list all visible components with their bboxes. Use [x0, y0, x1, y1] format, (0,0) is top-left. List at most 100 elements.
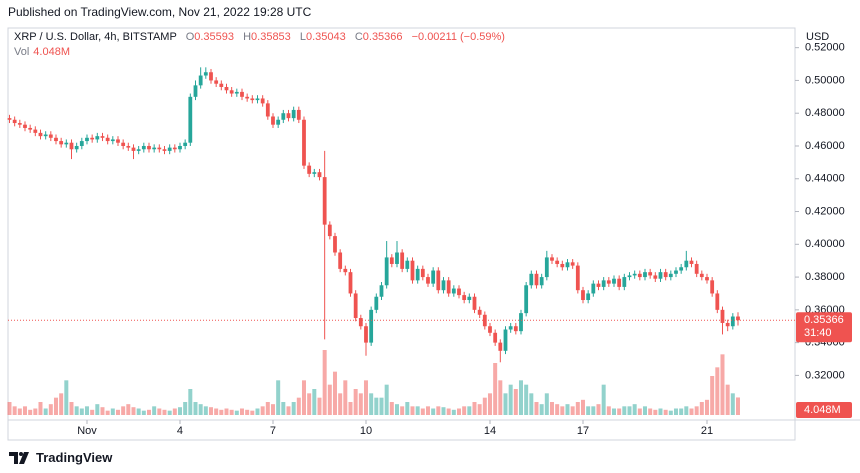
volume-bar: [353, 389, 358, 415]
candle-body: [374, 296, 379, 310]
candle-body: [147, 145, 151, 150]
volume-bar: [250, 410, 255, 415]
volume-bar: [389, 402, 394, 415]
volume-bar: [224, 408, 229, 415]
candle-body: [296, 109, 301, 120]
volume-bar: [715, 367, 720, 415]
candle-body: [327, 224, 332, 237]
volume-bar: [105, 410, 110, 415]
last-price-label: 0.35366: [804, 314, 844, 326]
volume-value: 4.048M: [33, 46, 70, 58]
candle-body: [384, 257, 389, 286]
volume-bar: [100, 407, 105, 415]
volume-bar: [508, 384, 513, 415]
candle-body: [152, 147, 157, 150]
volume-bar: [301, 380, 306, 415]
candle-body: [446, 280, 451, 294]
volume-bar: [115, 409, 120, 415]
candle-body: [674, 270, 678, 274]
volume-bar: [296, 397, 301, 415]
candle-body: [513, 326, 518, 332]
candle-body: [23, 124, 27, 128]
candle-body: [291, 109, 296, 119]
candle-body: [431, 270, 436, 284]
volume-bar: [684, 406, 689, 415]
volume-bar: [214, 408, 219, 415]
open-value: 0.35593: [194, 31, 235, 43]
volume-bar: [420, 408, 425, 415]
volume-bar: [136, 408, 141, 415]
volume-bar: [555, 404, 560, 415]
candle-body: [59, 141, 64, 145]
volume-bar: [611, 408, 616, 415]
candle-body: [69, 142, 74, 150]
candle-body: [415, 268, 420, 281]
candle-body: [338, 252, 343, 269]
volume-bar: [400, 406, 405, 415]
volume-bar: [198, 404, 203, 415]
candle-body: [54, 137, 58, 142]
candle-body: [105, 137, 110, 142]
candle-body: [131, 147, 136, 151]
candle-body: [565, 262, 570, 268]
volume-bar: [482, 397, 487, 415]
candle-body: [596, 283, 601, 287]
volume-bar: [627, 406, 632, 415]
volume-bar: [219, 409, 224, 415]
published-note: Published on TradingView.com, Nov 21, 20…: [8, 5, 312, 19]
volume-bar: [307, 393, 312, 415]
volume-bar: [22, 406, 27, 415]
candle-body: [400, 252, 405, 269]
volume-bar: [534, 402, 539, 415]
volume-bar: [462, 406, 467, 415]
x-tick-label: Nov: [77, 425, 97, 437]
close-value: 0.35366: [362, 31, 403, 43]
symbol-legend: XRP / U.S. Dollar, 4h, BITSTAMP O0.35593…: [14, 31, 505, 43]
volume-bar: [622, 406, 627, 415]
volume-bar: [245, 409, 250, 415]
candle-body: [736, 316, 740, 321]
candle-body: [203, 72, 208, 76]
candle-body: [17, 123, 22, 125]
symbol-title: XRP / U.S. Dollar, 4h, BITSTAMP: [14, 31, 177, 43]
volume-bar: [580, 399, 585, 415]
candle-body: [622, 277, 627, 287]
volume-title: Vol: [14, 46, 30, 58]
candle-body: [462, 295, 467, 301]
volume-bar: [239, 408, 244, 415]
volume-bar: [203, 406, 208, 415]
y-tick-label: 0.40000: [805, 238, 845, 250]
x-tick-label: 10: [360, 425, 372, 437]
volume-bar: [673, 408, 678, 415]
volume-bar: [64, 380, 69, 415]
candle-body: [121, 142, 126, 146]
candle-body: [322, 177, 327, 225]
chart-frame: [7, 27, 796, 441]
volume-bar: [276, 380, 281, 415]
volume-bar: [456, 408, 461, 415]
candle-body: [648, 272, 653, 276]
volume-bar: [265, 402, 270, 415]
high-label: H: [243, 31, 252, 43]
candle-body: [240, 91, 244, 97]
volume-bar: [586, 406, 591, 415]
volume-bar: [441, 407, 446, 415]
volume-bar: [658, 408, 663, 415]
volume-bar: [183, 402, 188, 415]
low-label: L: [299, 31, 306, 43]
volume-bar: [653, 409, 658, 415]
candle-body: [312, 172, 317, 174]
volume-bar: [162, 409, 167, 415]
candle-body: [529, 273, 534, 286]
volume-bar: [332, 371, 337, 415]
volume-bar: [121, 406, 126, 415]
footer-brand: TradingView: [8, 450, 112, 465]
volume-bar: [518, 380, 523, 415]
volume-bar: [157, 408, 162, 415]
volume-bar: [565, 404, 570, 415]
volume-bar: [255, 408, 260, 415]
candle-body: [653, 275, 658, 279]
last-price-box: [796, 312, 852, 343]
candle-body: [493, 332, 498, 343]
